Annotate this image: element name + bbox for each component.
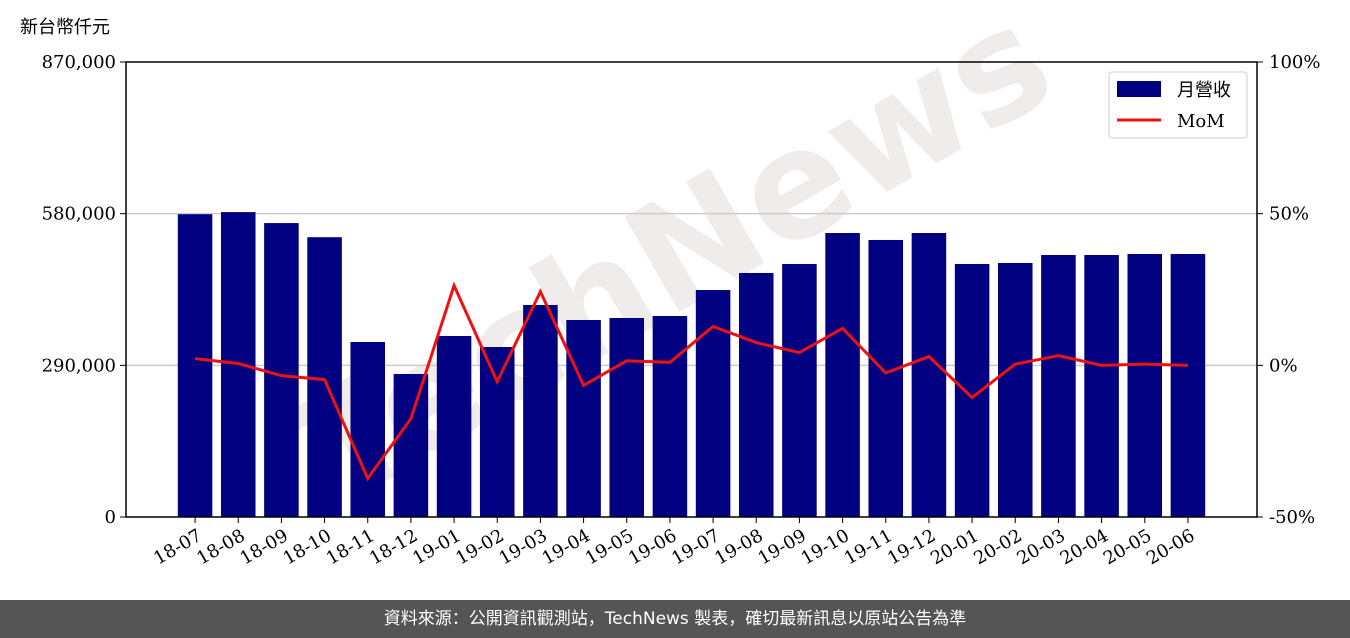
bar — [609, 318, 645, 517]
y2-tick-label: 50% — [1269, 204, 1309, 225]
bar — [479, 347, 515, 517]
x-tick-label: 18-09 — [236, 525, 291, 569]
bar — [997, 262, 1033, 517]
bar — [652, 316, 688, 517]
x-tick-label: 19-11 — [841, 525, 896, 569]
bar — [868, 239, 904, 517]
y2-tick-label: 0% — [1269, 355, 1298, 376]
x-tick-label: 19-03 — [495, 525, 550, 569]
plot-frame — [125, 61, 1258, 518]
bar — [1084, 254, 1119, 517]
y-tick-label: 580,000 — [42, 204, 116, 225]
x-tick-label: 19-01 — [409, 525, 464, 569]
chart: TechNews 新台幣仟元 0290,000580,000870,000-50… — [20, 0, 1320, 569]
x-tick-label: 20-05 — [1100, 525, 1155, 569]
bar — [782, 263, 817, 517]
mom-line — [194, 281, 1188, 482]
y-tick-label: 0 — [105, 507, 116, 528]
x-tick-label: 20-01 — [927, 525, 982, 569]
bar — [954, 263, 990, 517]
x-tick-label: 20-06 — [1143, 525, 1198, 569]
bar — [393, 374, 429, 517]
legend-label: 月營收 — [1177, 80, 1231, 101]
x-tick-label: 18-10 — [280, 525, 335, 569]
bar — [177, 214, 213, 518]
y2-tick-label: -50% — [1269, 507, 1315, 528]
bar — [825, 233, 860, 517]
bar — [264, 223, 299, 518]
x-tick-label: 18-08 — [193, 525, 248, 569]
x-tick-label: 19-02 — [452, 525, 507, 569]
bar — [911, 233, 947, 517]
x-tick-label: 19-07 — [668, 525, 723, 569]
y-tick-label: 870,000 — [42, 52, 116, 73]
x-tick-label: 20-03 — [1013, 525, 1068, 569]
y2-tick-label: 100% — [1269, 52, 1320, 73]
bar — [695, 290, 731, 517]
footer: 資料來源：公開資訊觀測站，TechNews 製表，確切最新訊息以原站公告為準 — [0, 600, 1350, 638]
bar — [436, 335, 472, 517]
x-tick-label: 19-08 — [711, 525, 766, 569]
legend-swatch — [1117, 81, 1161, 97]
y-tick-label: 290,000 — [42, 355, 116, 376]
x-tick-label: 20-02 — [970, 525, 1025, 569]
x-tick-label: 18-07 — [150, 525, 205, 569]
legend: 月營收 MoM — [1108, 71, 1248, 139]
bar — [738, 272, 774, 517]
bar — [566, 319, 601, 517]
legend-label: MoM — [1177, 111, 1225, 132]
x-tick-label: 20-04 — [1057, 525, 1112, 569]
bar — [523, 304, 558, 517]
bar — [1170, 253, 1206, 517]
bar — [1041, 254, 1076, 517]
bar — [350, 342, 386, 517]
y-axis-label: 新台幣仟元 — [20, 17, 110, 38]
x-tick-label: 18-12 — [366, 525, 421, 569]
x-tick-label: 19-05 — [582, 525, 637, 569]
x-tick-label: 18-11 — [323, 525, 378, 569]
x-tick-label: 19-04 — [539, 525, 594, 569]
bar — [1127, 253, 1163, 517]
x-tick-label: 19-12 — [884, 525, 939, 569]
x-tick-label: 19-06 — [625, 525, 680, 569]
x-tick-label: 19-09 — [754, 525, 809, 569]
x-tick-label: 19-10 — [798, 525, 853, 569]
